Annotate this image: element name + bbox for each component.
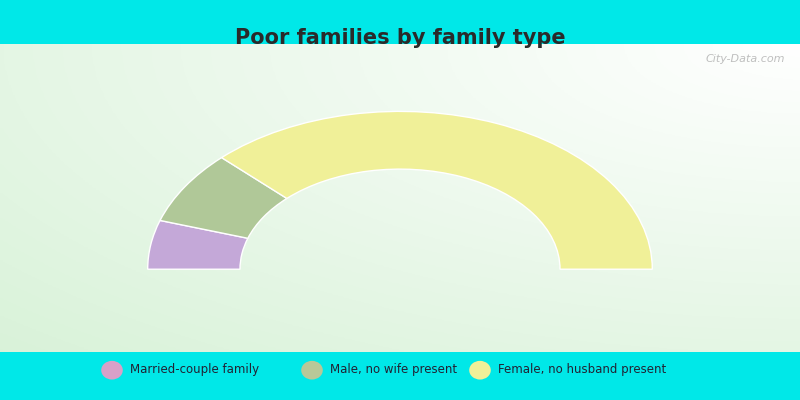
Wedge shape [222, 111, 652, 269]
Ellipse shape [302, 361, 322, 380]
Ellipse shape [469, 361, 491, 380]
Wedge shape [160, 158, 287, 238]
Text: City-Data.com: City-Data.com [705, 54, 785, 64]
Text: Poor families by family type: Poor families by family type [234, 28, 566, 48]
Text: Male, no wife present: Male, no wife present [330, 364, 458, 376]
Ellipse shape [101, 361, 123, 380]
Text: Female, no husband present: Female, no husband present [498, 364, 666, 376]
Wedge shape [148, 220, 248, 269]
Text: Married-couple family: Married-couple family [130, 364, 259, 376]
